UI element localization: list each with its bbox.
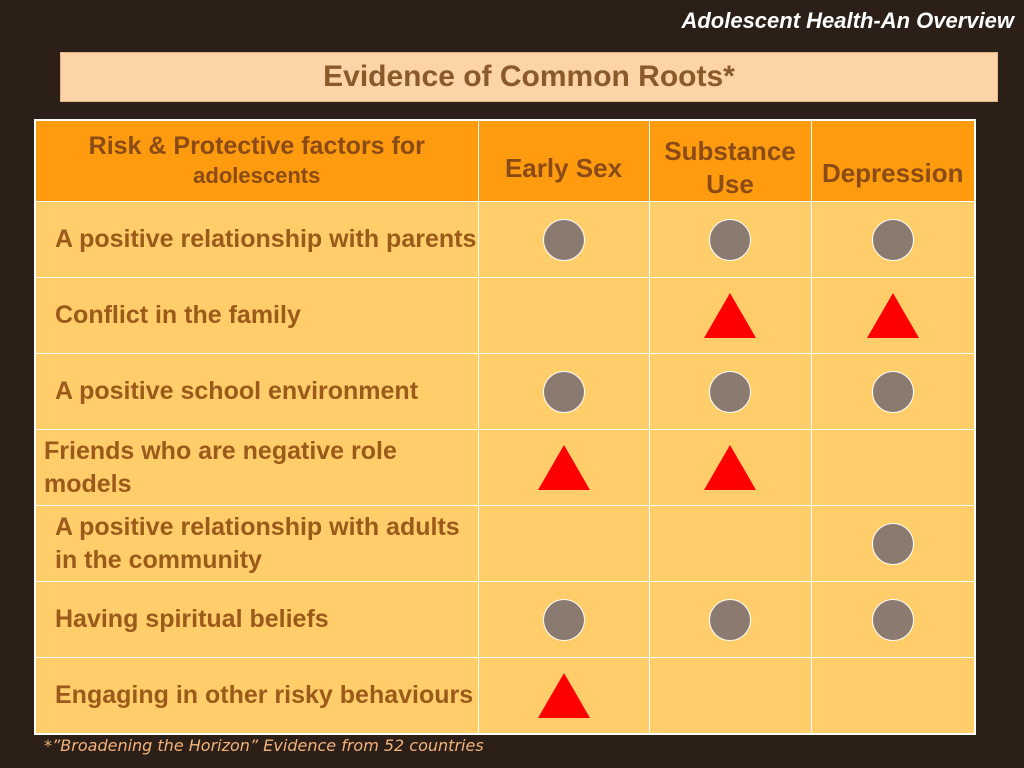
cell-substance-use (648, 581, 812, 658)
protective-circle-icon (871, 598, 914, 641)
cell-depression (810, 429, 976, 506)
table-row: A positive school environment (34, 353, 976, 430)
risk-triangle-icon (537, 445, 590, 490)
cell-depression (810, 353, 976, 430)
footnote: *”Broadening the Horizon” Evidence from … (44, 736, 484, 755)
factor-label: Having spiritual beliefs (34, 581, 479, 658)
factor-label: A positive relationship with adults in t… (34, 505, 479, 582)
factor-label: A positive relationship with parents (34, 201, 479, 278)
table-row: Having spiritual beliefs (34, 581, 976, 658)
table-row: Conflict in the family (34, 277, 976, 354)
cell-early-sex (477, 505, 650, 582)
factor-label: Conflict in the family (34, 277, 479, 354)
cell-substance-use (648, 429, 812, 506)
cell-substance-use (648, 353, 812, 430)
cell-depression (810, 201, 976, 278)
factor-label: Friends who are negative role models (34, 429, 479, 506)
risk-triangle-icon (537, 672, 590, 718)
table-row: A positive relationship with parents (34, 201, 976, 278)
factor-label: Engaging in other risky behaviours (34, 657, 479, 734)
cell-early-sex (477, 201, 650, 278)
header-factor-line2: adolescents (193, 163, 321, 188)
protective-circle-icon (542, 370, 585, 413)
cell-depression (810, 657, 976, 734)
table-row: Engaging in other risky behaviours (34, 657, 976, 734)
cell-early-sex (477, 581, 650, 658)
protective-circle-icon (871, 522, 914, 565)
cell-substance-use (648, 201, 812, 278)
protective-circle-icon (709, 218, 751, 261)
table-row: A positive relationship with adults in t… (34, 505, 976, 582)
cell-early-sex (477, 429, 650, 506)
header-depression: Depression (810, 119, 976, 202)
risk-triangle-icon (704, 445, 756, 490)
cell-depression (810, 581, 976, 658)
protective-circle-icon (542, 218, 585, 261)
cell-substance-use (648, 277, 812, 354)
cell-early-sex (477, 277, 650, 354)
header-early-sex: Early Sex (477, 119, 650, 202)
header-factor: Risk & Protective factors for adolescent… (34, 119, 479, 202)
protective-circle-icon (871, 370, 914, 413)
cell-substance-use (648, 657, 812, 734)
factors-table: Risk & Protective factors for adolescent… (34, 119, 976, 735)
header-factor-line1: Risk & Protective factors for (88, 132, 425, 160)
table-body: A positive relationship with parents Conf… (34, 201, 976, 734)
table-header-row: Risk & Protective factors for adolescent… (34, 119, 976, 202)
protective-circle-icon (709, 370, 751, 413)
protective-circle-icon (709, 598, 751, 641)
factor-label: A positive school environment (34, 353, 479, 430)
cell-depression (810, 505, 976, 582)
slide-title-bar: Evidence of Common Roots* (60, 52, 998, 102)
cell-early-sex (477, 657, 650, 734)
presentation-title: Adolescent Health-An Overview (681, 8, 1014, 33)
risk-triangle-icon (704, 293, 756, 338)
header-substance-use: Substance Use (648, 119, 812, 202)
protective-circle-icon (871, 218, 914, 261)
cell-depression (810, 277, 976, 354)
protective-circle-icon (542, 598, 585, 641)
table-row: Friends who are negative role models (34, 429, 976, 506)
risk-triangle-icon (866, 293, 919, 338)
slide-title: Evidence of Common Roots* (323, 60, 735, 93)
cell-substance-use (648, 505, 812, 582)
cell-early-sex (477, 353, 650, 430)
